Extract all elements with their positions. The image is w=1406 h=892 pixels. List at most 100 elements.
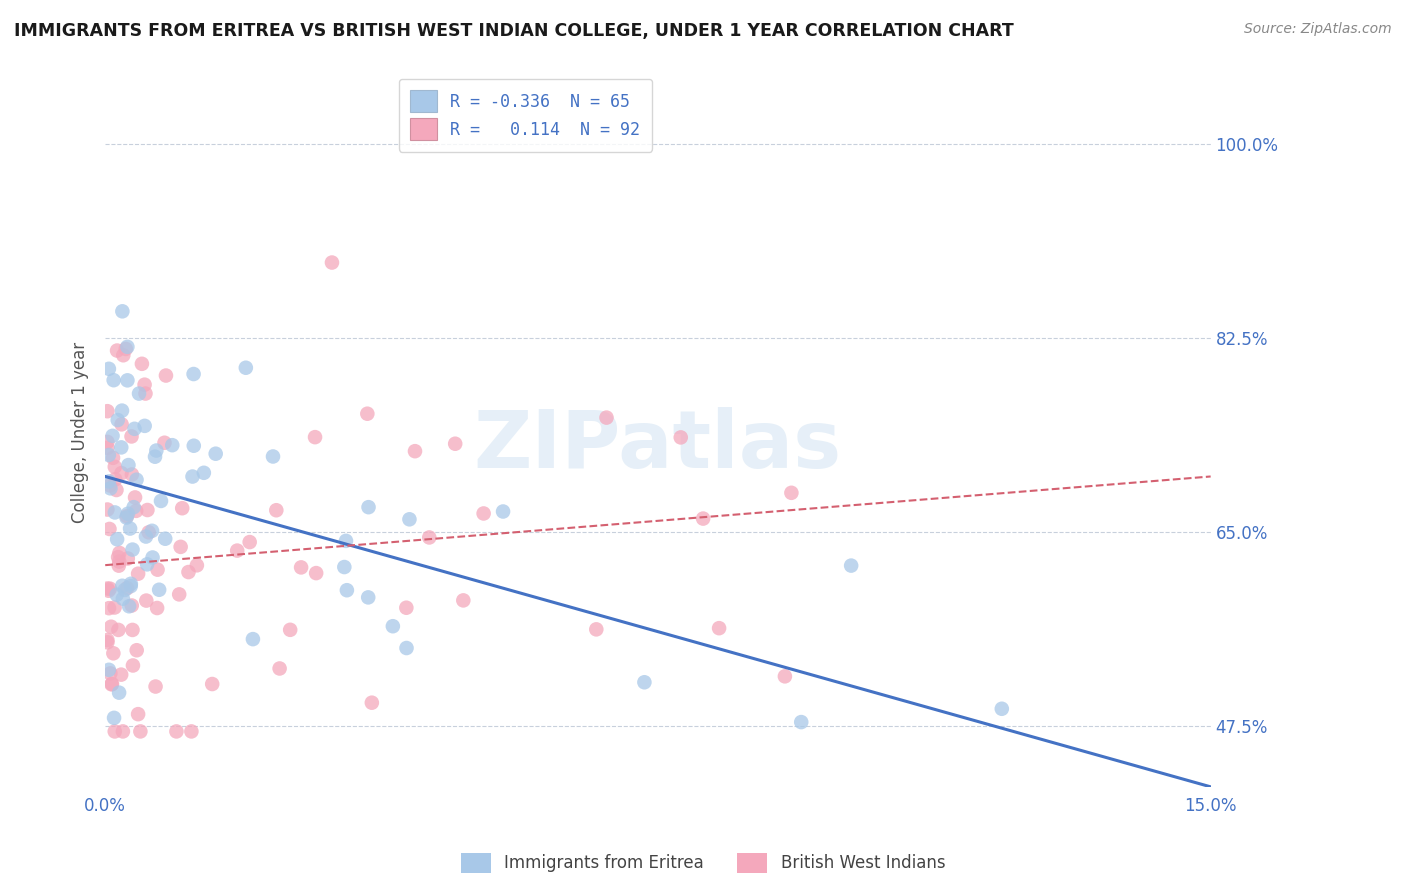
Point (98, 601, 121, 615)
Point (125, 643, 148, 657)
Point (150, 494, 173, 508)
Point (492, 504, 515, 518)
Point (418, 531, 440, 545)
Point (262, 450, 284, 464)
Point (780, 485, 803, 500)
Point (97, 663, 120, 677)
Point (98, 582, 121, 596)
Point (96, 582, 118, 596)
Point (104, 505, 127, 519)
Point (100, 620, 122, 634)
Point (356, 407, 378, 421)
Point (111, 304, 134, 318)
Point (118, 599, 141, 614)
Legend: R = -0.336  N = 65, R =   0.114  N = 92: R = -0.336 N = 65, R = 0.114 N = 92 (399, 78, 652, 152)
Point (111, 724, 134, 739)
Point (165, 724, 187, 739)
Point (120, 579, 142, 593)
Point (96, 633, 118, 648)
Point (669, 430, 692, 444)
Point (134, 386, 156, 401)
Point (186, 558, 208, 573)
Text: IMMIGRANTS FROM ERITREA VS BRITISH WEST INDIAN COLLEGE, UNDER 1 YEAR CORRELATION: IMMIGRANTS FROM ERITREA VS BRITISH WEST … (14, 22, 1014, 40)
Point (105, 483, 128, 497)
Point (148, 582, 170, 597)
Point (169, 540, 191, 554)
Point (124, 491, 146, 505)
Point (321, 255, 343, 269)
Point (773, 669, 796, 683)
Point (121, 467, 143, 482)
Point (155, 368, 177, 383)
Point (444, 436, 467, 450)
Point (335, 533, 357, 548)
Point (183, 367, 205, 381)
Point (167, 587, 190, 601)
Point (146, 601, 169, 615)
Point (111, 417, 134, 432)
Point (103, 711, 125, 725)
Point (269, 661, 291, 675)
Point (136, 503, 159, 517)
Point (110, 667, 132, 681)
Point (142, 550, 165, 565)
Point (117, 507, 139, 521)
Point (235, 360, 257, 375)
Point (114, 582, 136, 597)
Point (98, 522, 121, 536)
Point (381, 619, 404, 633)
Point (110, 466, 132, 480)
Point (692, 511, 714, 525)
Point (145, 443, 167, 458)
Point (839, 558, 862, 573)
Point (125, 473, 148, 487)
Point (97, 448, 120, 462)
Point (117, 551, 139, 566)
Point (107, 550, 129, 565)
Point (111, 579, 134, 593)
Point (395, 600, 418, 615)
Point (108, 558, 131, 573)
Point (226, 543, 249, 558)
Point (136, 558, 159, 572)
Point (101, 677, 124, 691)
Point (104, 724, 127, 739)
Point (357, 591, 380, 605)
Point (115, 581, 138, 595)
Point (155, 532, 177, 546)
Point (790, 715, 813, 730)
Point (404, 444, 426, 458)
Point (153, 435, 176, 450)
Point (193, 466, 215, 480)
Point (105, 343, 128, 358)
Point (304, 430, 326, 444)
Point (122, 500, 145, 515)
Point (97, 361, 120, 376)
Point (127, 707, 149, 722)
Point (333, 560, 356, 574)
Point (96, 635, 118, 649)
Point (453, 593, 475, 607)
Point (633, 675, 655, 690)
Point (146, 563, 169, 577)
Point (143, 450, 166, 464)
Point (98, 478, 121, 492)
Point (991, 702, 1014, 716)
Point (120, 576, 142, 591)
Point (97, 475, 120, 489)
Point (472, 507, 495, 521)
Point (105, 588, 128, 602)
Point (121, 599, 143, 613)
Point (104, 472, 127, 486)
Point (103, 373, 125, 387)
Point (595, 410, 617, 425)
Point (112, 348, 135, 362)
Point (108, 686, 131, 700)
Point (104, 459, 127, 474)
Point (357, 500, 380, 515)
Point (121, 429, 143, 443)
Point (105, 533, 128, 547)
Point (100, 481, 122, 495)
Point (111, 591, 134, 606)
Point (97, 583, 120, 598)
